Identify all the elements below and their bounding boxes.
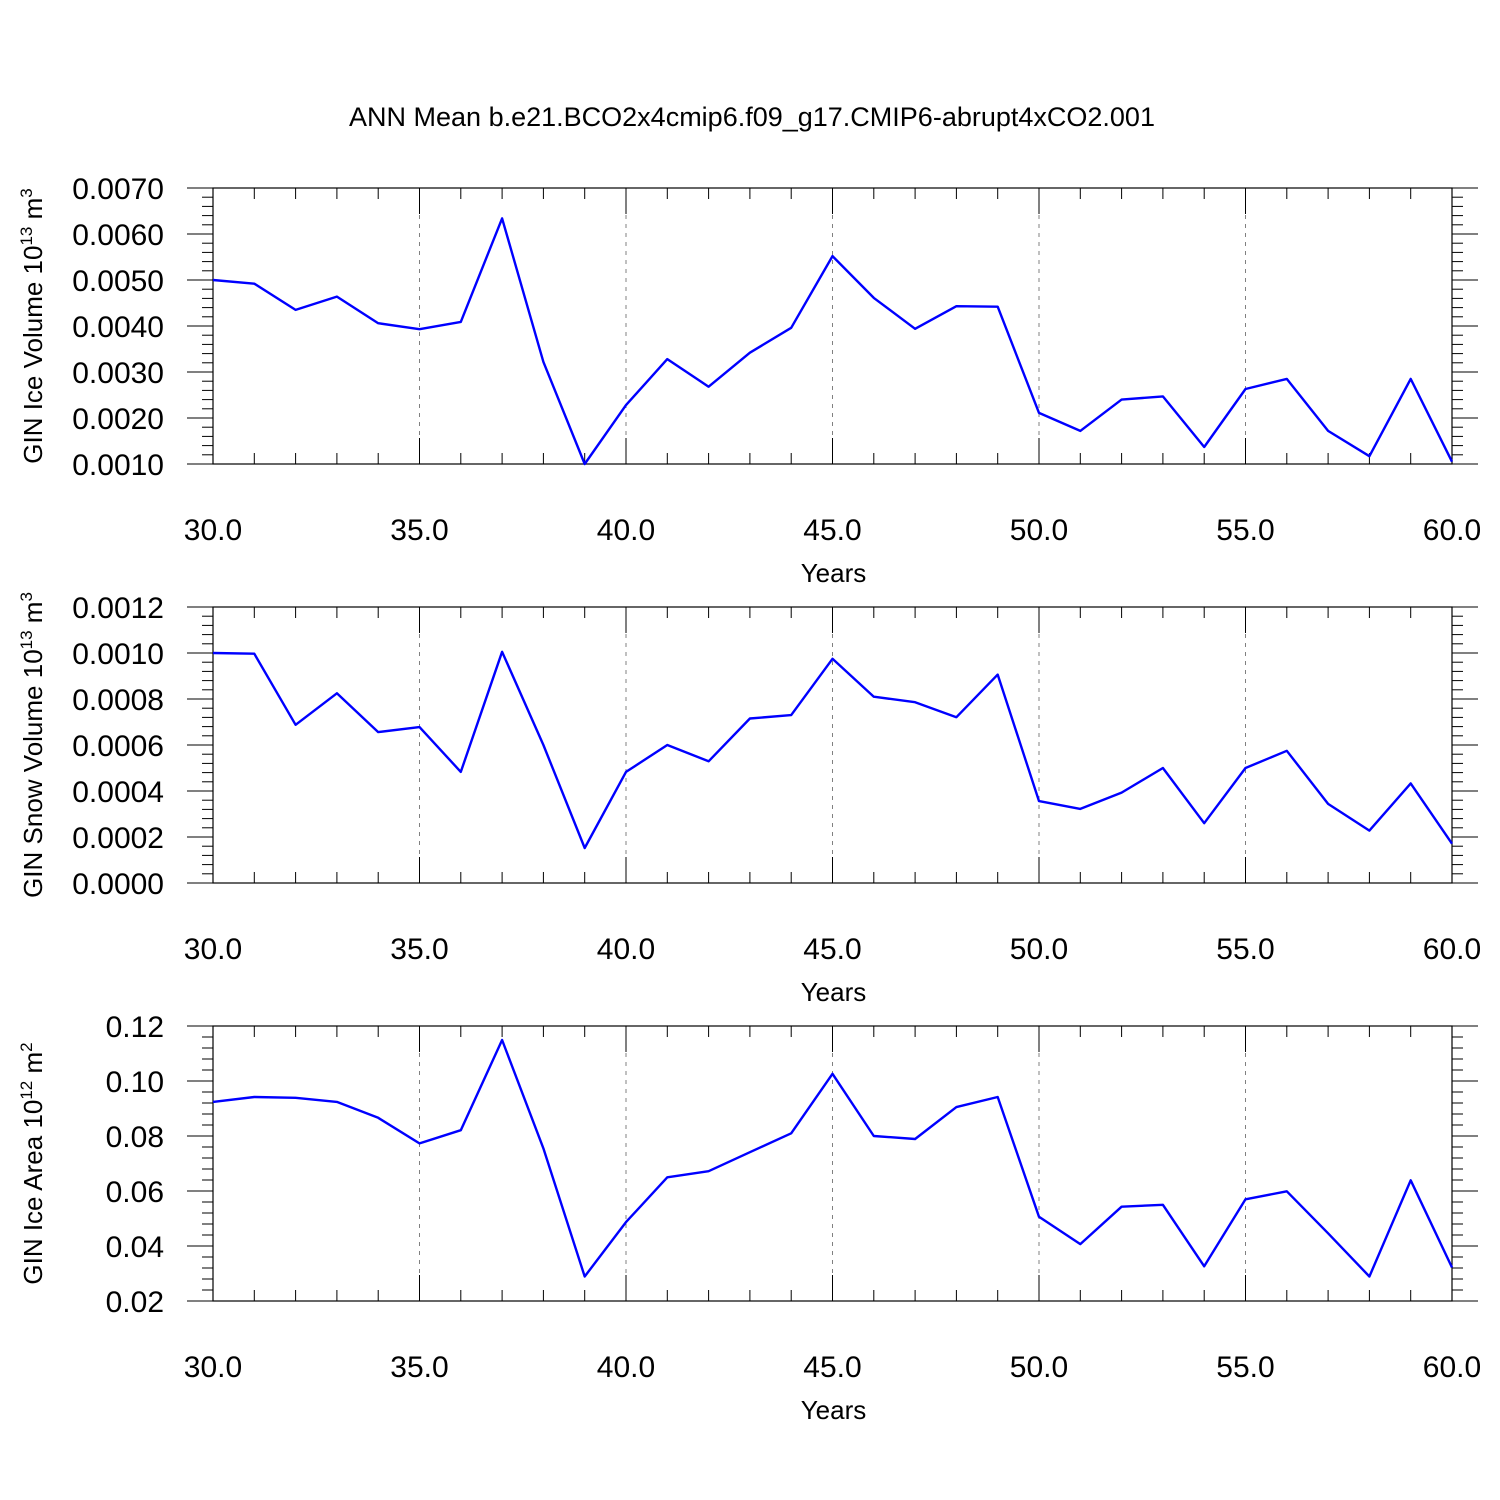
x-tick-label: 50.0	[1010, 1351, 1068, 1384]
panel-3: 30.0 35.0 40.0 45.0 50.0 55.0 60.0 0.02 0.04 0.06…	[17, 1011, 1481, 1425]
y-tick-label: 0.0012	[72, 592, 164, 625]
y-tick-label: 0.0004	[72, 776, 164, 809]
x-tick-label: 50.0	[1010, 933, 1068, 966]
y-tick-label: 0.10	[106, 1066, 164, 1099]
x-tick-label: 30.0	[184, 1351, 242, 1384]
x-tick-label: 55.0	[1216, 514, 1274, 547]
y-tick-label: 0.06	[106, 1176, 164, 1209]
x-axis-label: Years	[801, 977, 867, 1007]
y-tick-label: 0.02	[106, 1286, 164, 1319]
x-tick-label: 60.0	[1423, 514, 1481, 547]
x-axis-label: Years	[801, 558, 867, 588]
x-tick-label: 45.0	[803, 1351, 861, 1384]
y-axis-label-superscript: 3	[17, 188, 36, 197]
x-tick-label: 45.0	[803, 514, 861, 547]
panels: 30.0 35.0 40.0 45.0 50.0 55.0 60.0 0.0010 0.0020…	[17, 173, 1481, 1425]
x-tick-label: 45.0	[803, 933, 861, 966]
y-axis-label: GIN Ice Area 1012 m2	[17, 1042, 48, 1284]
y-axis-label-text: GIN Ice Area 10	[18, 1100, 48, 1285]
x-tick-label: 35.0	[390, 1351, 448, 1384]
series-line	[212, 650, 1453, 850]
y-tick-label: 0.0070	[72, 173, 164, 206]
x-tick-label: 35.0	[390, 933, 448, 966]
y-axis-label-superscript: 13	[17, 630, 36, 649]
y-tick-label: 0.0006	[72, 730, 164, 763]
y-axis-label-superscript: 12	[17, 1081, 36, 1100]
y-axis-label: GIN Ice Volume 1013 m3	[17, 188, 48, 464]
y-axis-label-text: m	[18, 1052, 48, 1081]
y-tick-label: 0.0002	[72, 822, 164, 855]
y-tick-label: 0.0050	[72, 265, 164, 298]
y-tick-label: 0.0010	[72, 638, 164, 671]
y-tick-label: 0.0030	[72, 357, 164, 390]
y-axis-label-superscript: 2	[17, 1042, 36, 1051]
chart-title: ANN Mean b.e21.BCO2x4cmip6.f09_g17.CMIP6…	[349, 102, 1155, 132]
x-tick-label: 55.0	[1216, 1351, 1274, 1384]
x-tick-label: 40.0	[597, 1351, 655, 1384]
y-axis-label-superscript: 3	[17, 592, 36, 601]
y-tick-label: 0.0060	[72, 219, 164, 252]
y-tick-label: 0.08	[106, 1121, 164, 1154]
y-axis-label-text: m	[18, 198, 48, 227]
x-tick-label: 30.0	[184, 514, 242, 547]
panel-1: 30.0 35.0 40.0 45.0 50.0 55.0 60.0 0.0010 0.0020…	[17, 173, 1481, 588]
x-tick-label: 60.0	[1423, 1351, 1481, 1384]
y-axis-label-superscript: 13	[17, 227, 36, 246]
x-tick-label: 50.0	[1010, 514, 1068, 547]
y-tick-label: 0.0008	[72, 684, 164, 717]
series-line	[212, 217, 1454, 466]
series-line	[212, 1038, 1454, 1278]
y-tick-label: 0.0040	[72, 311, 164, 344]
x-tick-label: 35.0	[390, 514, 448, 547]
y-tick-label: 0.04	[106, 1231, 164, 1264]
x-tick-label: 60.0	[1423, 933, 1481, 966]
x-axis-label: Years	[801, 1395, 867, 1425]
y-axis-label-text: GIN Snow Volume 10	[18, 649, 48, 898]
y-axis-label: GIN Snow Volume 1013 m3	[17, 592, 48, 898]
y-tick-label: 0.0000	[72, 868, 164, 901]
x-tick-label: 40.0	[597, 514, 655, 547]
x-tick-label: 40.0	[597, 933, 655, 966]
y-tick-label: 0.0010	[72, 449, 164, 482]
x-tick-label: 55.0	[1216, 933, 1274, 966]
y-tick-label: 0.12	[106, 1011, 164, 1044]
y-axis-label-text: GIN Ice Volume 10	[18, 246, 48, 464]
x-tick-label: 30.0	[184, 933, 242, 966]
panel-2: 30.0 35.0 40.0 45.0 50.0 55.0 60.0 0.0000 0.0002…	[17, 592, 1481, 1007]
y-axis-label-text: m	[18, 602, 48, 631]
y-tick-label: 0.0020	[72, 403, 164, 436]
